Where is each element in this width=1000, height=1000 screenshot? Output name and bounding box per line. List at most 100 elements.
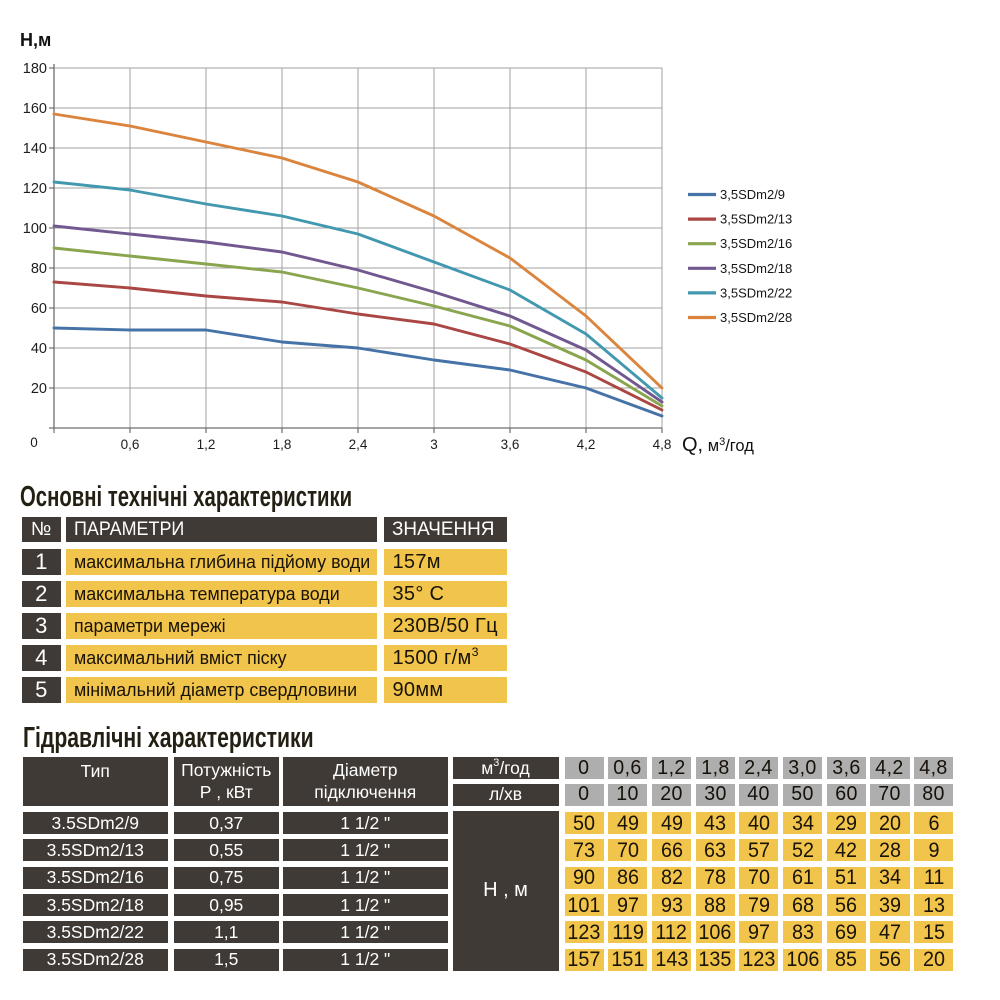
hydro-row-type: 3.5SDm2/16 [22,866,168,889]
hydro-head-value-text: 34 [791,810,814,835]
x-axis-title-base: м [703,437,719,455]
legend-label-3: 3,5SDm2/18 [720,261,792,276]
series-line-1 [52,280,664,412]
hydro-head-value: 143 [651,947,692,972]
hydro-head-value-text: 157 [567,947,601,972]
hydro-head-value: 135 [695,947,735,971]
hydro-row-diameter: 1 1/2 " [283,948,448,971]
hydro-head-value: 68 [783,893,823,917]
legend-label-4: 3,5SDm2/22 [720,285,792,300]
x-axis-title-sup: 3 [719,436,725,448]
hydro-head-value: 69 [826,920,866,944]
x-axis-title-suffix: /год [725,437,754,455]
hydro-head-value-text: 97 [616,892,639,917]
x-axis-title: Q, м3/год [682,434,754,456]
hydro-head-value-text: 70 [616,837,639,862]
hydro-header-power: Потужність Р , кВт [173,756,279,806]
legend-label-0: 3,5SDm2/9 [720,187,785,202]
hydro-head-value: 73 [564,838,604,862]
tech-row-param-text: параметри мережі [73,615,226,636]
hydro-head-value: 63 [695,837,735,862]
tech-row-param: параметри мережі [65,613,377,639]
hydro-row-type: 3.5SDm2/9 [22,812,168,834]
tech-row-num: 5 [21,677,61,703]
hydro-head-value: 20 [870,811,910,835]
hydro-flow-lmin-value: 40 [739,783,779,806]
hydro-row-diameter: 1 1/2 " [283,894,448,917]
hydro-head-value-text: 97 [747,919,770,944]
hydro-head-value: 39 [870,892,910,917]
hydro-row-power: 1,1 [173,921,279,944]
hydro-head-value-text: 143 [654,947,688,972]
hydro-head-value: 86 [608,865,648,889]
hydro-head-value: 34 [870,865,910,889]
hydro-head-value-text: 66 [660,837,683,862]
hydro-header-diameter-line1: Діаметр [333,760,398,781]
x-tick-label: 3,6 [501,437,520,452]
hydro-head-value: 66 [651,837,692,862]
hydro-flow-m3h-value: 1,2 [651,757,692,779]
hydro-flow-m3h-value: 4,8 [914,756,954,779]
hydro-row-type: 3.5SDm2/28 [22,948,168,971]
hydro-head-value-text: 70 [747,865,770,890]
hydro-header-flow-lmin: л/хв [452,783,559,806]
x-axis-title-prefix: Q, [682,434,703,456]
hydro-head-value: 78 [695,865,735,889]
hydro-head-value-text: 9 [928,837,940,862]
tech-row-value: 230В/50 Гц [383,613,507,639]
hydro-head-value: 70 [739,865,779,890]
hydro-flow-m3h-value: 4,2 [870,757,910,779]
hydro-head-value-text: 88 [704,892,727,917]
legend-label-2: 3,5SDm2/16 [720,236,792,251]
hydro-head-value-text: 61 [791,865,814,890]
x-tick-label: 0 [30,435,38,450]
hydro-row-type: 3.5SDm2/22 [22,921,168,944]
y-tick-label: 140 [23,141,47,157]
x-tick-label: 1,8 [273,437,292,452]
hydro-head-value-text: 85 [835,947,858,972]
y-tick-label: 160 [23,101,47,117]
tech-row-param-text: максимальна температура води [73,583,340,604]
hydro-head-value: 85 [826,947,866,972]
hydro-head-value: 119 [608,920,648,944]
tech-row-num: 4 [21,645,61,671]
hydro-flow-m3h-text: 3,0 [788,756,817,779]
hydro-row-diameter: 1 1/2 " [283,839,448,862]
hydro-flow-m3h-value: 2,4 [739,757,779,779]
legend-label-5: 3,5SDm2/28 [720,310,792,325]
hydro-header-type: Тип [22,756,168,806]
hydro-head-value-text: 49 [616,810,639,835]
hydro-head-value-text: 106 [698,919,732,944]
hydro-flow-lmin-text: 80 [922,783,945,806]
hydro-head-value: 28 [870,838,910,862]
hydro-flow-m3h-text: 0 [578,756,590,779]
hydro-row-power: 0,95 [173,894,279,917]
hydro-head-value-text: 39 [878,892,901,917]
hydro-row-power: 0,75 [173,866,279,889]
hydro-head-value-text: 79 [747,892,770,917]
hydro-head-value-text: 56 [878,947,901,972]
hydro-head-value-text: 15 [922,919,945,944]
tech-row-value: 1500 г/м 3 [383,645,507,671]
hydro-flow-m3h-text: 4,8 [919,756,948,779]
hydro-head-value: 97 [608,892,648,917]
hydro-head-value-text: 6 [928,810,940,835]
hydro-head-value: 6 [914,810,954,835]
tech-row-param: максимальний вміст піску [65,645,377,671]
hydro-head-value-text: 43 [704,810,727,835]
hydro-head-value: 47 [870,920,910,944]
hydro-flow-lmin-text: 50 [791,783,814,806]
hydro-head-value: 61 [783,865,823,890]
hydro-flow-lmin-text: 0 [578,783,590,806]
hydro-head-value: 15 [914,919,954,944]
hydro-head-value: 93 [651,893,692,917]
hydro-head-value: 52 [783,838,823,862]
hydro-head-value: 157 [564,947,604,972]
hydro-flow-lmin-text: 40 [747,783,771,806]
hydro-flow-m3h-value: 3,6 [826,757,866,779]
tech-row-param: мінімальний діаметр свердловини [65,677,377,703]
hydro-head-value-text: 82 [660,865,683,890]
hydro-head-value: 11 [914,865,954,889]
x-tick-label: 4,8 [653,437,672,452]
hydro-head-value-text: 63 [704,837,727,862]
